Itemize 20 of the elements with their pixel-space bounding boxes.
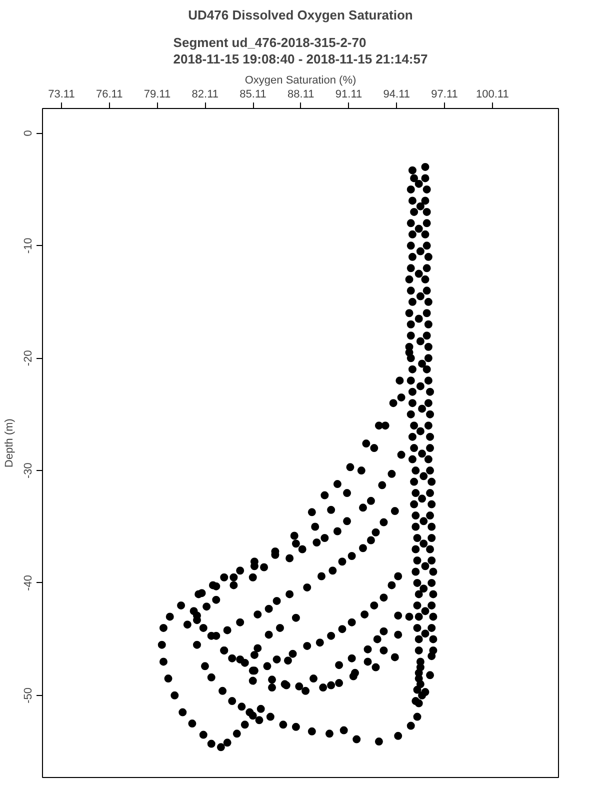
y-tick-label: -10: [22, 238, 34, 254]
y-tick-label: -50: [22, 687, 34, 704]
x-tick-label: 91.11: [335, 88, 362, 100]
chart-subtitle: Segment ud_476-2018-315-2-70 2018-11-15 19:08:40 - 2018-11-15 21:14:57: [173, 35, 428, 66]
x-tick-label: 94.11: [383, 88, 410, 100]
x-tick-label: 88.11: [288, 88, 314, 100]
y-tick-label: -20: [22, 350, 34, 366]
x-tick-label: 79.11: [144, 88, 171, 100]
y-tick-label: -30: [22, 462, 34, 478]
y-tick-label: 0: [22, 130, 34, 136]
chart-title: UD476 Dissolved Oxygen Saturation: [188, 8, 413, 22]
x-tick-label: 73.11: [48, 88, 75, 100]
y-tick-label: -40: [22, 575, 34, 591]
x-tick-label: 97.11: [431, 88, 458, 100]
x-tick-label: 100.11: [476, 88, 509, 100]
y-axis-title: Depth (m): [4, 418, 16, 468]
x-tick-label: 85.11: [240, 88, 266, 100]
x-axis-title: Oxygen Saturation (%): [244, 74, 356, 86]
x-tick-label: 82.11: [192, 88, 218, 100]
x-tick-label: 76.11: [96, 88, 123, 100]
